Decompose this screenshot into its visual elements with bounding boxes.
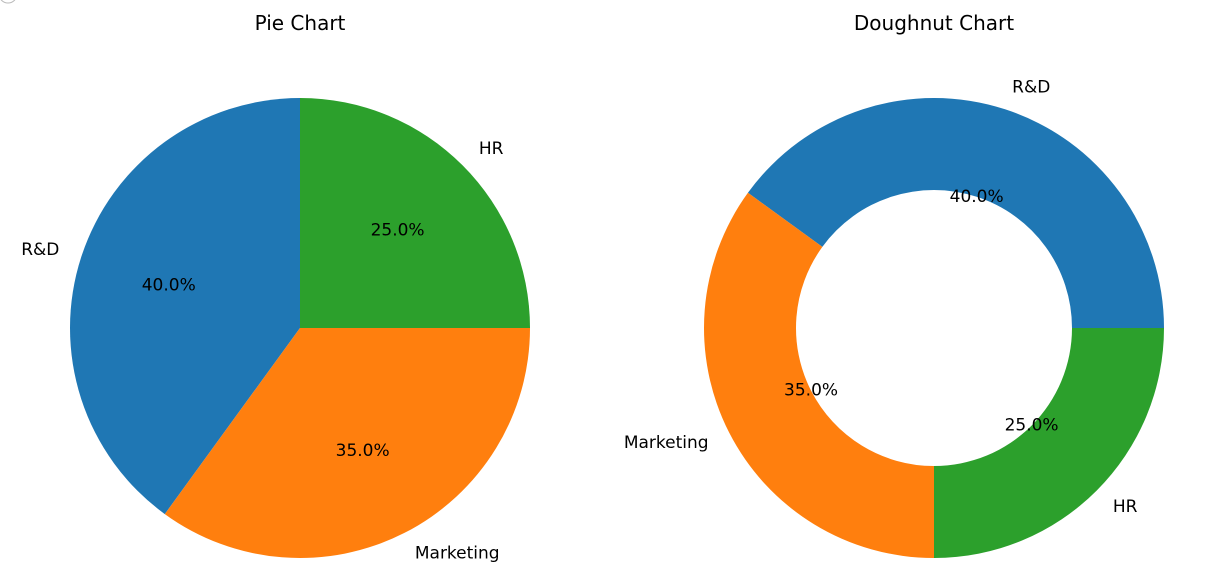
- pie-label-hr: HR: [479, 139, 504, 159]
- pie-slice-r-and-d: [70, 98, 301, 515]
- pie-slice-marketing: [164, 328, 530, 558]
- pie-chart-title: Pie Chart: [255, 11, 346, 35]
- doughnut-chart-title: Doughnut Chart: [854, 11, 1014, 35]
- doughnut-chart: Doughnut Chart R&D 40.0% Marketing 35.0% HR 2…: [624, 11, 1164, 558]
- pie-pct-marketing: 35.0%: [336, 441, 390, 461]
- doughnut-slice-r-and-d: [747, 98, 1164, 328]
- doughnut-pct-r-and-d: 40.0%: [950, 187, 1004, 207]
- pie-label-marketing: Marketing: [415, 543, 500, 563]
- doughnut-slice-hr: [934, 328, 1164, 558]
- pie-slices: [70, 98, 530, 558]
- doughnut-label-hr: HR: [1113, 497, 1138, 517]
- corner-widget-icon: [0, 0, 16, 4]
- pie-pct-hr: 25.0%: [371, 220, 425, 240]
- doughnut-slices: [704, 98, 1164, 558]
- doughnut-labels: R&D 40.0% Marketing 35.0% HR 25.0%: [624, 77, 1138, 517]
- pie-label-r-and-d: R&D: [21, 240, 59, 260]
- doughnut-pct-marketing: 35.0%: [784, 381, 838, 401]
- pie-labels: R&D 40.0% Marketing 35.0% HR 25.0%: [21, 139, 503, 563]
- doughnut-pct-hr: 25.0%: [1005, 416, 1059, 436]
- doughnut-label-r-and-d: R&D: [1012, 77, 1050, 97]
- pie-pct-r-and-d: 40.0%: [142, 275, 196, 295]
- pie-slice-hr: [300, 98, 530, 328]
- doughnut-label-marketing: Marketing: [624, 433, 709, 453]
- pie-chart: Pie Chart R&D 40.0% Marketing 35.0% HR 25.0%: [21, 11, 530, 563]
- doughnut-slice-marketing: [704, 192, 934, 558]
